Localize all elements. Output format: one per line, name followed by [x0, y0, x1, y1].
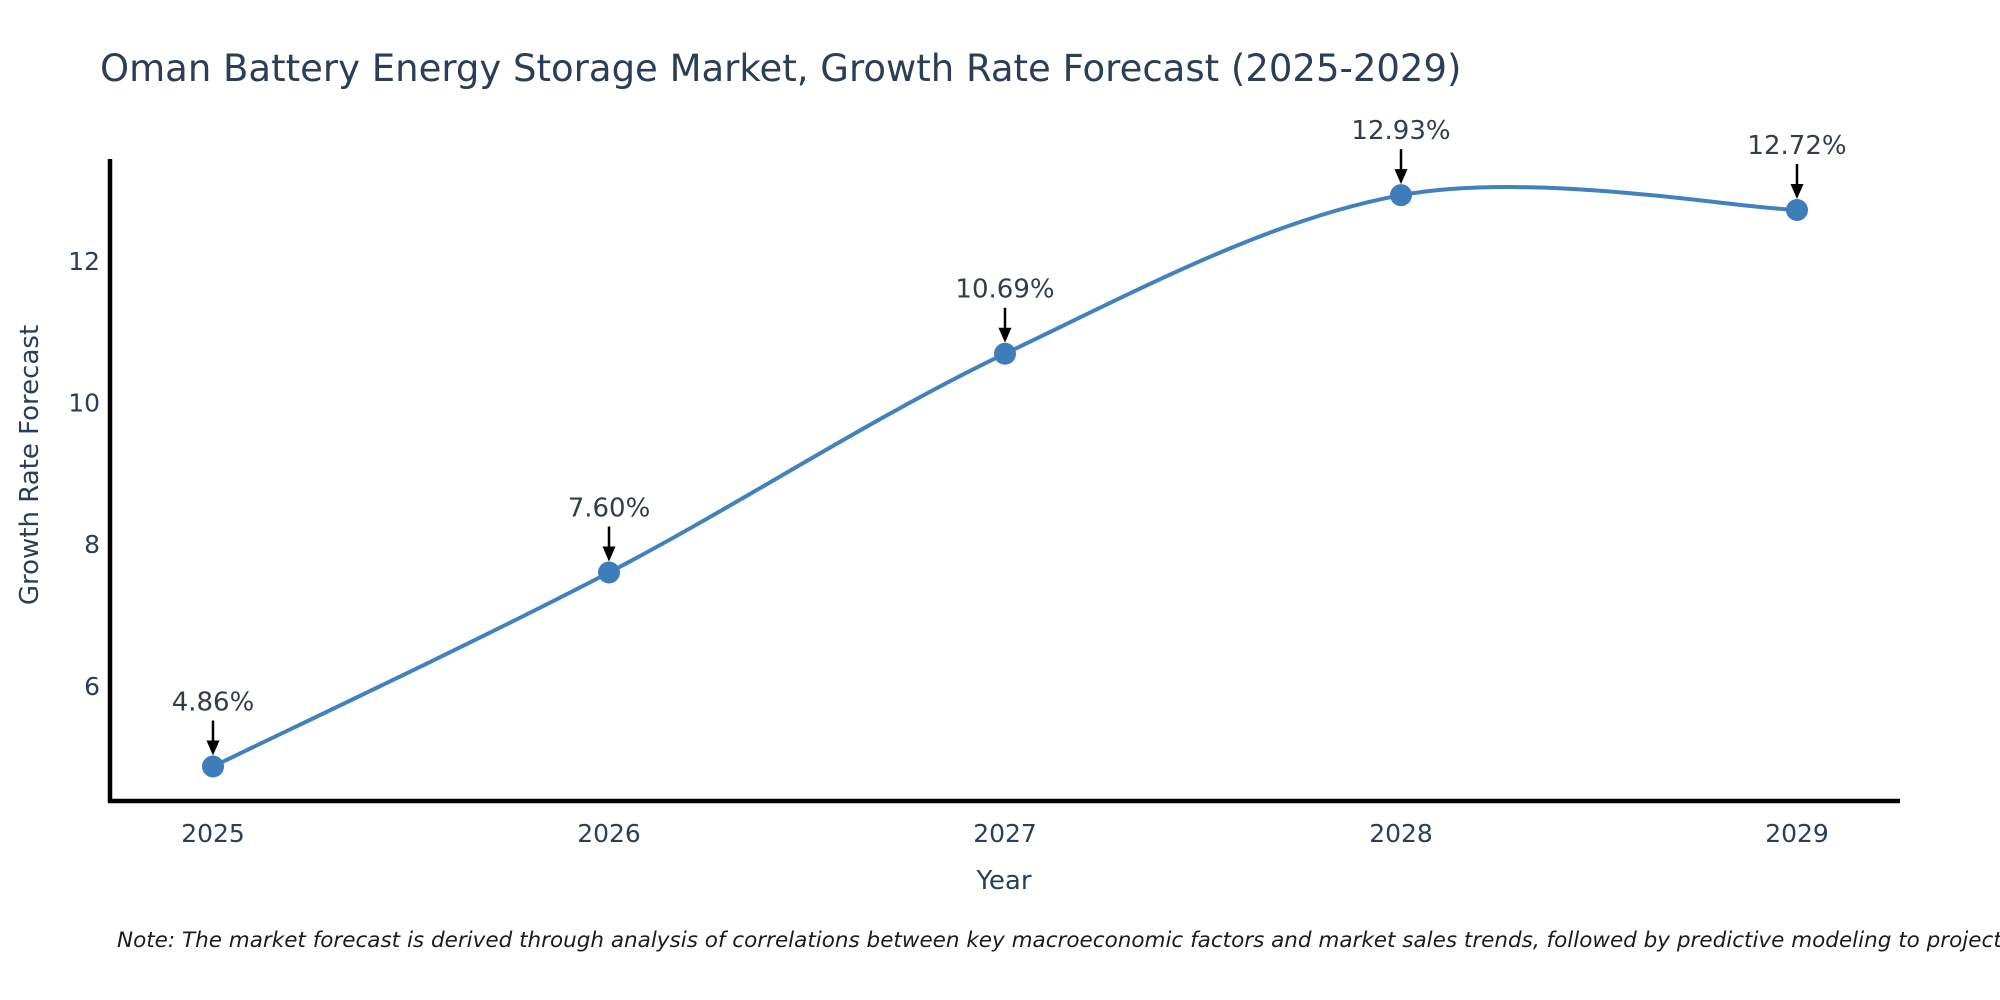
- chart-title: Oman Battery Energy Storage Market, Grow…: [100, 47, 1461, 90]
- footnote: Note: The market forecast is derived thr…: [117, 928, 2000, 953]
- annotation-arrow-head: [998, 327, 1012, 343]
- point-value-label: 12.93%: [1351, 116, 1450, 146]
- data-point-marker: [1786, 199, 1808, 222]
- annotation-arrow-head: [206, 740, 220, 756]
- annotation-arrow-head: [1790, 184, 1804, 200]
- y-tick-label: 6: [84, 672, 100, 701]
- annotation-arrow-head: [602, 546, 616, 562]
- x-tick-label: 2029: [1765, 819, 1829, 848]
- annotation-arrow-head: [1394, 169, 1408, 185]
- x-tick-labels: 2025 2026 2027 2028 2029: [181, 819, 1829, 848]
- x-axis-title: Year: [975, 866, 1031, 896]
- x-tick-label: 2027: [973, 819, 1037, 848]
- data-point-marker: [598, 561, 620, 584]
- point-annotations: 4.86% 7.60% 10.69% 12.93% 12.72%: [172, 116, 1847, 756]
- point-value-label: 12.72%: [1747, 131, 1846, 161]
- y-tick-labels: 6 8 10 12: [68, 247, 100, 701]
- x-tick-label: 2028: [1369, 819, 1433, 848]
- data-point-marker: [1390, 184, 1412, 207]
- x-tick-label: 2026: [577, 819, 641, 848]
- y-axis-title: Growth Rate Forecast: [15, 325, 45, 605]
- point-value-label: 4.86%: [172, 688, 255, 718]
- data-point-marker: [994, 342, 1016, 365]
- point-value-label: 7.60%: [568, 494, 651, 524]
- point-value-label: 10.69%: [955, 275, 1054, 305]
- y-tick-label: 10: [68, 389, 100, 418]
- forecast-line-series: [202, 184, 1808, 778]
- data-point-marker: [202, 755, 224, 778]
- x-tick-label: 2025: [181, 819, 245, 848]
- y-tick-label: 12: [68, 247, 100, 276]
- y-tick-label: 8: [84, 530, 100, 559]
- axes: [107, 159, 1900, 804]
